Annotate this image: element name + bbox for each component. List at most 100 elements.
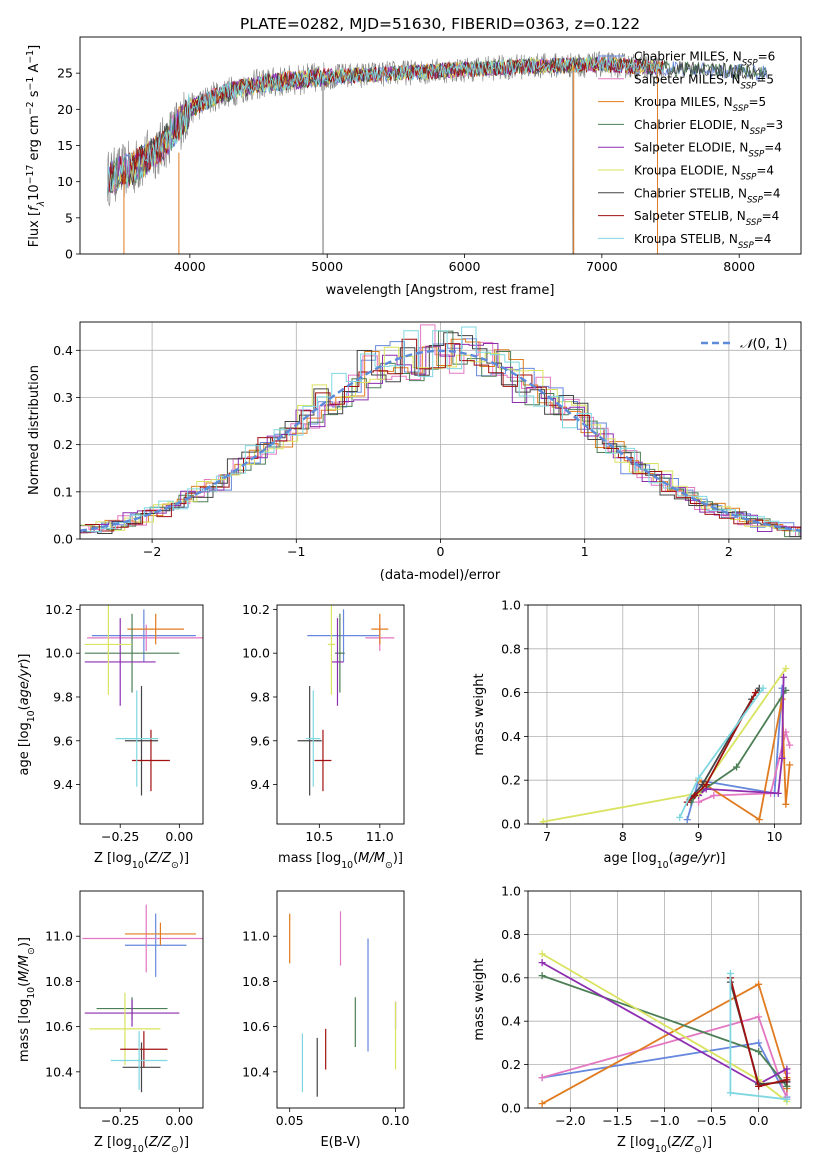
plot-area: [538, 950, 791, 1108]
x-tick-label: 5000: [311, 259, 343, 274]
y-tick-label: 1.0: [501, 598, 521, 613]
y-axis-label: age [log10(age/yr)]: [17, 653, 37, 775]
x-tick-label: 0: [437, 544, 445, 559]
legend-entry: Chabrier ELODIE, NSSP=3: [634, 118, 783, 137]
x-tick-label: 1: [581, 544, 589, 559]
plot-area: [80, 324, 801, 538]
y-tick-label: 0.0: [53, 532, 73, 547]
axes-frame: [276, 604, 405, 825]
x-tick-label: 10.5: [305, 829, 333, 844]
x-tick-label: 9: [695, 829, 703, 844]
mass-weight-marker: [538, 1100, 546, 1108]
mass-weight-marker: [786, 741, 794, 749]
y-tick-label: 20: [57, 102, 73, 117]
x-tick-label: 0.05: [276, 1113, 304, 1128]
mass-weight-marker: [774, 789, 782, 797]
mass-vs-extinction-panel: 0.05 0.10 10.4 10.6 10.8 11.0 E(B-V): [242, 890, 409, 1150]
y-tick-label: 11.0: [45, 929, 73, 944]
x-tick-label: −2: [143, 544, 161, 559]
y-tick-label: 10.6: [45, 1019, 73, 1034]
mass-weight-marker: [726, 969, 734, 977]
mass-weight-marker: [755, 1039, 763, 1047]
mass-weight-marker: [710, 792, 718, 800]
x-tick-label: −2.0: [555, 1113, 585, 1128]
legend-entry: Chabrier MILES, NSSP=6: [634, 50, 775, 69]
y-axis-label: mass [log10(M/M⊙)]: [17, 937, 37, 1062]
x-axis-label: Z [log10(Z/Z⊙)]: [94, 851, 189, 871]
mass-weight-marker: [539, 818, 547, 824]
mass-weight-marker: [538, 959, 546, 967]
x-tick-label: 0.0: [749, 1113, 769, 1128]
y-tick-label: 0.2: [501, 773, 521, 788]
mass-weight-marker: [683, 816, 691, 824]
plot-area: [289, 911, 397, 1097]
mass-weight-marker: [691, 792, 699, 800]
mass-weight-marker: [538, 1074, 546, 1082]
model-spectrum-line: [107, 55, 664, 196]
y-tick-label: 0.3: [53, 390, 73, 405]
y-tick-label: 0.6: [501, 970, 521, 985]
mass-weight-marker: [702, 781, 710, 789]
y-tick-label: 0.2: [501, 1057, 521, 1072]
y-tick-label: 10.4: [45, 1064, 73, 1079]
x-tick-label: 2: [725, 544, 733, 559]
x-axis-label: Z [log10(Z/Z⊙)]: [94, 1135, 189, 1155]
legend-entry: 𝒩(0, 1): [740, 337, 787, 352]
y-tick-label: 0.0: [501, 1101, 521, 1116]
plot-area: [107, 51, 768, 254]
mass-weight-line: [541, 961, 788, 1085]
mass-weight-marker: [786, 761, 794, 769]
axes-frame: [79, 321, 802, 540]
mass-weight-marker: [783, 1076, 791, 1084]
y-tick-label: 9.6: [53, 733, 73, 748]
y-tick-label: 25: [57, 66, 73, 81]
residual-histogram-step: [86, 326, 801, 532]
figure-title: PLATE=0282, MJD=51630, FIBERID=0363, z=0…: [240, 15, 640, 33]
mass-weight-vs-age-panel: 7 8 9 10 0.0 0.2 0.4 0.6 0.8 1.0 age [log10(age/yr…: [472, 598, 802, 871]
y-tick-label: 10: [57, 174, 73, 189]
x-axis-label: age [log10(age/yr)]: [603, 851, 725, 871]
x-axis-label: Z [log10(Z/Z⊙)]: [617, 1135, 712, 1155]
spectrum-panel: 4000 5000 6000 7000 8000 0 5 10 15 20 25 Chabrier M…: [25, 36, 802, 298]
mass-weight-marker: [778, 754, 786, 762]
x-tick-label: −1.5: [602, 1113, 632, 1128]
gaussian-curve: [80, 349, 801, 532]
x-tick-label: 0.00: [165, 829, 193, 844]
mass-weight-marker: [752, 689, 759, 697]
x-tick-label: −0.25: [101, 1113, 139, 1128]
x-tick-label: −1.0: [649, 1113, 679, 1128]
observed-spectrum-line: [107, 51, 664, 254]
plot-area: [82, 904, 203, 1093]
y-axis-label: mass weight: [472, 958, 487, 1040]
x-tick-label: 6000: [449, 259, 481, 274]
mass-weight-marker: [783, 1065, 791, 1073]
mass-weight-marker: [755, 980, 763, 988]
mass-weight-marker: [783, 1095, 791, 1103]
x-tick-label: −0.5: [696, 1113, 726, 1128]
mass-weight-marker: [726, 1089, 734, 1097]
y-tick-label: 10.0: [242, 646, 270, 661]
mass-weight-marker: [759, 684, 767, 692]
legend-entry: Salpeter MILES, NSSP=5: [634, 72, 774, 91]
y-tick-label: 0.8: [501, 641, 521, 656]
y-axis-label: Normed distribution: [27, 365, 42, 495]
y-tick-label: 9.4: [250, 777, 270, 792]
x-tick-label: 7: [543, 829, 551, 844]
x-tick-label: 11.0: [366, 829, 394, 844]
age-vs-mass-panel: 10.5 11.0 9.4 9.6 9.8 10.0 10.2 mass [log10(M/M…: [242, 602, 405, 871]
y-tick-label: 10.2: [242, 602, 270, 617]
y-tick-label: 0.2: [53, 437, 73, 452]
mass-weight-marker: [755, 1082, 763, 1090]
y-tick-label: 0.4: [501, 729, 521, 744]
x-axis-label: wavelength [Angstrom, rest frame]: [326, 283, 555, 298]
mass-weight-line: [686, 692, 757, 803]
y-tick-label: 0.1: [53, 484, 73, 499]
y-tick-label: 10.4: [242, 1064, 270, 1079]
y-tick-label: 9.8: [250, 689, 270, 704]
x-tick-label: 4000: [174, 259, 206, 274]
y-tick-label: 0.8: [501, 927, 521, 942]
legend-entry: Kroupa STELIB, NSSP=4: [634, 232, 771, 251]
y-tick-label: 9.4: [53, 777, 73, 792]
y-tick-label: 0.4: [501, 1014, 521, 1029]
